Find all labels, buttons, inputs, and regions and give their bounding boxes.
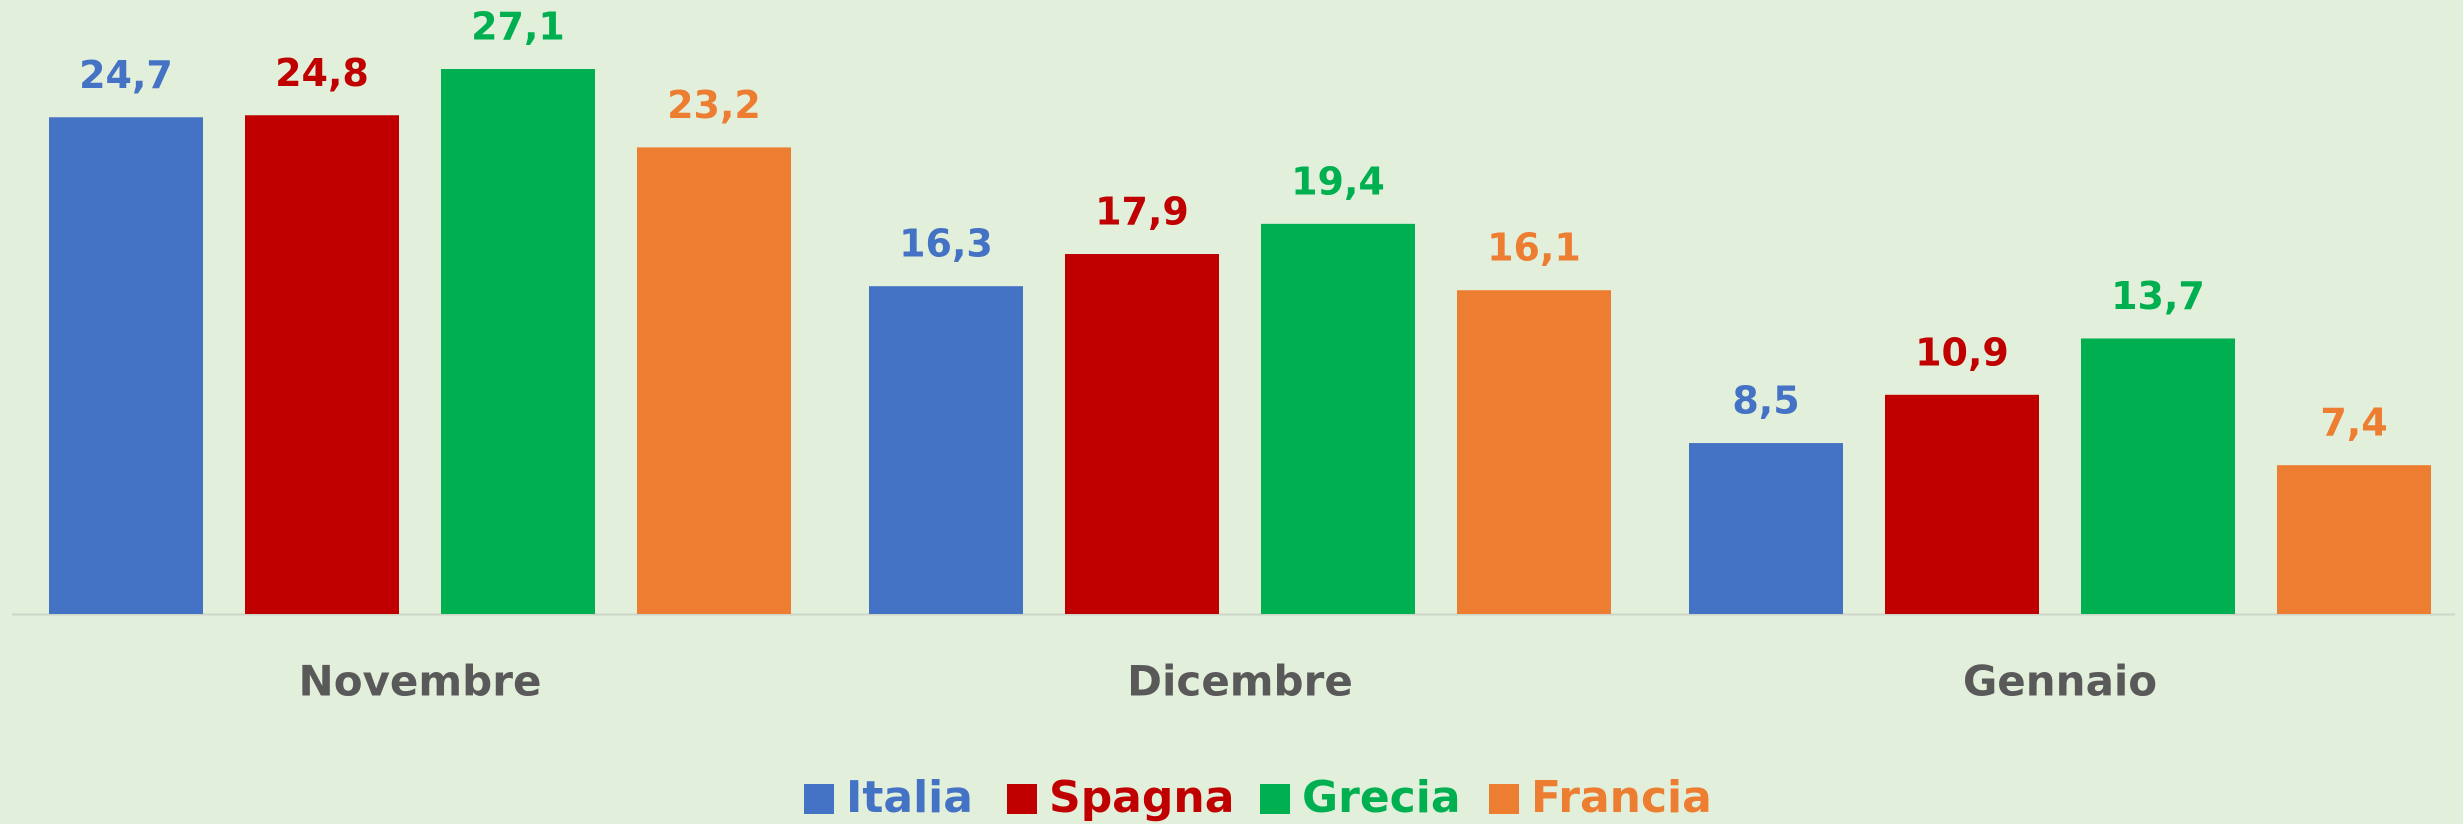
bar	[1065, 254, 1219, 615]
data-label: 24,7	[79, 53, 173, 97]
legend-label: Grecia	[1302, 772, 1461, 823]
bar	[637, 147, 791, 614]
bar	[245, 115, 399, 615]
bar	[1457, 290, 1611, 614]
bar	[441, 69, 595, 614]
data-label: 24,8	[275, 51, 369, 95]
legend-swatch	[1489, 784, 1519, 814]
data-label: 8,5	[1732, 379, 1799, 423]
data-label: 23,2	[667, 83, 761, 127]
data-label: 7,4	[2320, 401, 2387, 445]
data-label: 16,3	[899, 222, 993, 266]
bar	[2081, 338, 2235, 614]
legend-swatch	[804, 784, 834, 814]
bar	[2277, 465, 2431, 614]
data-label: 16,1	[1487, 226, 1581, 270]
bar	[869, 286, 1023, 614]
legend-label: Francia	[1531, 772, 1712, 823]
x-tick-label: Dicembre	[1127, 657, 1353, 706]
data-label: 10,9	[1915, 330, 2009, 374]
legend-label: Spagna	[1049, 772, 1234, 823]
bar	[1689, 443, 1843, 614]
legend-label: Italia	[846, 772, 973, 823]
data-label: 17,9	[1095, 190, 1189, 234]
data-label: 19,4	[1291, 159, 1385, 203]
x-tick-label: Gennaio	[1963, 657, 2157, 706]
legend-swatch	[1007, 784, 1037, 814]
legend-swatch	[1260, 784, 1290, 814]
bar	[1261, 223, 1415, 614]
data-label: 27,1	[471, 5, 565, 49]
x-tick-label: Novembre	[299, 657, 542, 706]
bar	[1885, 394, 2039, 614]
bar	[49, 117, 203, 614]
data-label: 13,7	[2111, 274, 2205, 318]
